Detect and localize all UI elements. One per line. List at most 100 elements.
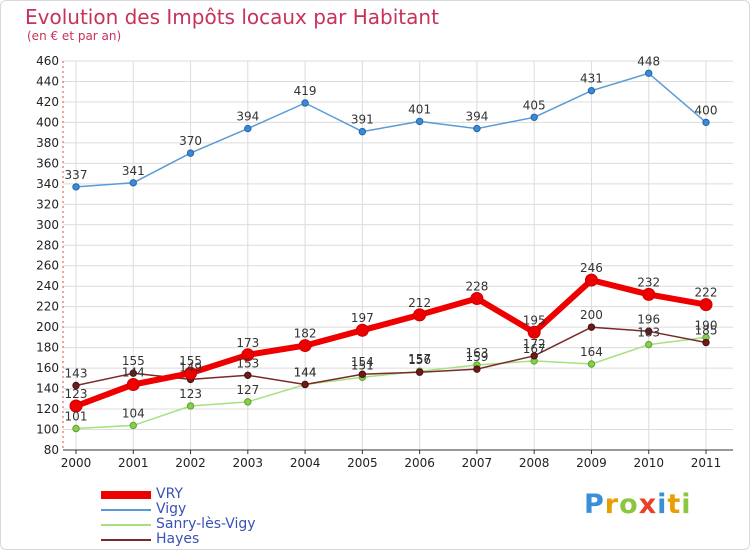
x-tick-label: 2007 (462, 456, 493, 470)
data-point-vry (584, 273, 598, 287)
data-label-vry: 173 (236, 336, 259, 350)
y-tick-label: 160 (36, 361, 59, 375)
data-point-sanry-le-s-vigy (186, 402, 195, 410)
chart-subtitle: (en € et par an) (27, 29, 122, 43)
data-point-vigy (530, 113, 538, 122)
data-point-hayes (587, 323, 596, 331)
data-label-hayes: 143 (65, 367, 88, 381)
data-point-vigy (358, 127, 367, 136)
data-label-vry: 232 (637, 275, 660, 289)
data-label-sanry-le-s-vigy: 167 (523, 342, 546, 356)
y-tick-label: 80 (44, 443, 59, 457)
data-point-vry (355, 323, 369, 337)
legend-swatch (101, 539, 151, 541)
data-label-vigy: 337 (65, 168, 88, 182)
series-line-hayes (75, 326, 707, 387)
data-label-vigy: 370 (179, 134, 202, 148)
data-label-vry: 197 (351, 311, 374, 325)
y-tick-label: 220 (36, 300, 59, 314)
data-point-sanry-le-s-vigy (244, 398, 252, 406)
data-point-vigy (587, 86, 596, 95)
data-point-sanry-le-s-vigy (587, 360, 596, 368)
data-label-vigy: 419 (294, 84, 317, 98)
y-tick-label: 200 (36, 320, 59, 334)
data-point-vigy (301, 99, 309, 107)
data-point-hayes (301, 380, 309, 389)
data-point-hayes (358, 370, 367, 378)
data-label-hayes: 155 (122, 354, 145, 368)
data-point-sanry-le-s-vigy (72, 424, 80, 433)
data-point-vigy (473, 124, 481, 133)
data-label-vigy: 341 (122, 164, 145, 178)
data-label-hayes: 153 (236, 356, 259, 370)
brand-letter: o (619, 489, 639, 520)
data-point-vry (298, 339, 312, 353)
data-point-hayes (530, 352, 538, 360)
data-label-vry: 155 (179, 354, 202, 368)
data-label-sanry-le-s-vigy: 163 (465, 346, 488, 360)
data-label-vigy: 400 (695, 103, 718, 117)
brand-letter: x (638, 489, 658, 520)
legend-label: Hayes (156, 531, 200, 547)
data-point-hayes (129, 369, 137, 377)
x-tick-label: 2004 (290, 456, 321, 470)
data-label-sanry-le-s-vigy: 127 (236, 383, 259, 397)
data-point-vry (126, 377, 140, 391)
brand-letter: P (584, 489, 605, 520)
x-tick-label: 2001 (118, 456, 149, 470)
data-label-hayes: 200 (580, 308, 603, 322)
data-point-vigy (244, 124, 252, 133)
x-tick-label: 2000 (61, 456, 92, 470)
y-tick-label: 360 (36, 156, 59, 170)
y-tick-label: 280 (36, 238, 59, 252)
x-tick-label: 2003 (233, 456, 264, 470)
chart-title: Evolution des Impôts locaux par Habitant (25, 5, 439, 29)
legend-swatch (101, 524, 151, 526)
x-tick-label: 2002 (175, 456, 206, 470)
data-point-vry (642, 287, 656, 301)
data-label-vry: 246 (580, 261, 603, 275)
y-tick-label: 420 (36, 95, 59, 109)
data-label-vry: 228 (465, 279, 488, 293)
x-tick-label: 2005 (347, 456, 378, 470)
x-tick-label: 2009 (576, 456, 607, 470)
data-label-hayes: 172 (523, 337, 546, 351)
data-point-vry (470, 291, 484, 305)
brand-letter: t (667, 489, 682, 520)
y-tick-label: 100 (36, 423, 59, 437)
data-label-vry: 195 (523, 313, 546, 327)
data-label-vigy: 448 (637, 54, 660, 68)
data-point-vry (699, 298, 713, 312)
y-tick-label: 300 (36, 218, 59, 232)
data-label-hayes: 154 (351, 355, 374, 369)
y-tick-label: 120 (36, 402, 59, 416)
data-label-hayes: 156 (408, 353, 431, 367)
data-label-sanry-le-s-vigy: 183 (637, 326, 660, 340)
data-point-hayes (702, 338, 710, 347)
data-label-sanry-le-s-vigy: 101 (65, 410, 88, 424)
y-tick-label: 380 (36, 136, 59, 150)
data-point-vigy (702, 118, 710, 127)
data-point-vry (241, 348, 255, 362)
y-tick-label: 440 (36, 74, 59, 88)
brand-letter: i (657, 489, 668, 520)
plot-area (63, 61, 733, 450)
x-tick-label: 2008 (519, 456, 550, 470)
data-point-vigy (645, 69, 653, 77)
data-point-sanry-le-s-vigy (129, 421, 137, 430)
y-tick-label: 180 (36, 341, 59, 355)
data-point-hayes (473, 365, 481, 373)
data-label-sanry-le-s-vigy: 157 (408, 352, 431, 366)
data-label-sanry-le-s-vigy: 144 (294, 365, 317, 379)
legend-label: VRY (156, 486, 183, 502)
data-label-sanry-le-s-vigy: 104 (122, 406, 145, 420)
data-point-vigy (186, 149, 195, 157)
data-point-vry (413, 308, 427, 322)
x-tick-label: 2011 (691, 456, 722, 470)
data-point-vigy (129, 179, 137, 187)
data-label-vry: 144 (122, 365, 145, 379)
legend-label: Sanry-lès-Vigy (156, 516, 256, 532)
data-label-vigy: 405 (523, 98, 546, 112)
